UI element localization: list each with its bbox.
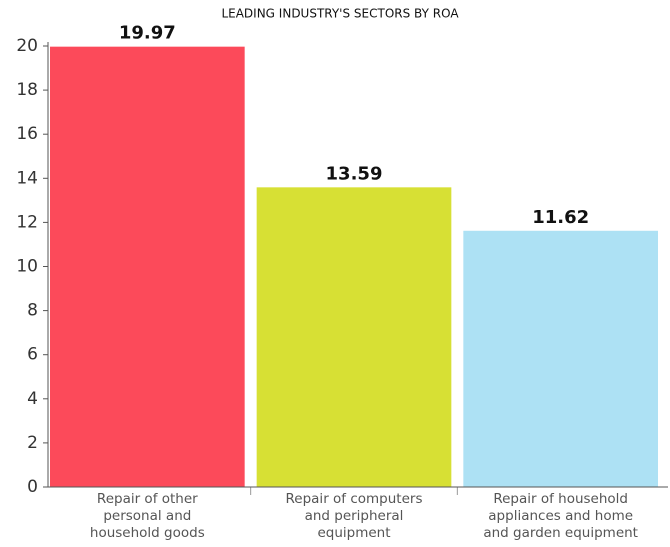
chart-title: LEADING INDUSTRY'S SECTORS BY ROA: [221, 7, 459, 21]
bar: [256, 187, 452, 487]
data-label: 11.62: [532, 207, 589, 228]
x-tick-label: Repair of household appliances and home an…: [483, 491, 638, 541]
y-tick-label: 14: [16, 168, 38, 188]
y-tick-label: 20: [16, 36, 38, 56]
x-tick-label: Repair of other personal and household goo…: [90, 491, 205, 541]
y-tick-label: 12: [16, 212, 38, 232]
y-tick-label: 0: [27, 477, 38, 497]
y-tick-label: 2: [27, 433, 38, 453]
y-tick-label: 8: [27, 301, 38, 321]
y-tick-label: 16: [16, 124, 38, 144]
data-label: 19.97: [119, 23, 176, 44]
y-tick-label: 4: [27, 389, 38, 409]
x-tick-label: Repair of computers and peripheral equipme…: [286, 491, 423, 541]
data-label: 13.59: [326, 163, 383, 184]
y-tick-label: 18: [16, 80, 38, 100]
y-tick-label: 10: [16, 257, 38, 277]
bar: [463, 230, 658, 488]
bar: [50, 46, 245, 487]
y-tick-label: 6: [27, 345, 38, 365]
